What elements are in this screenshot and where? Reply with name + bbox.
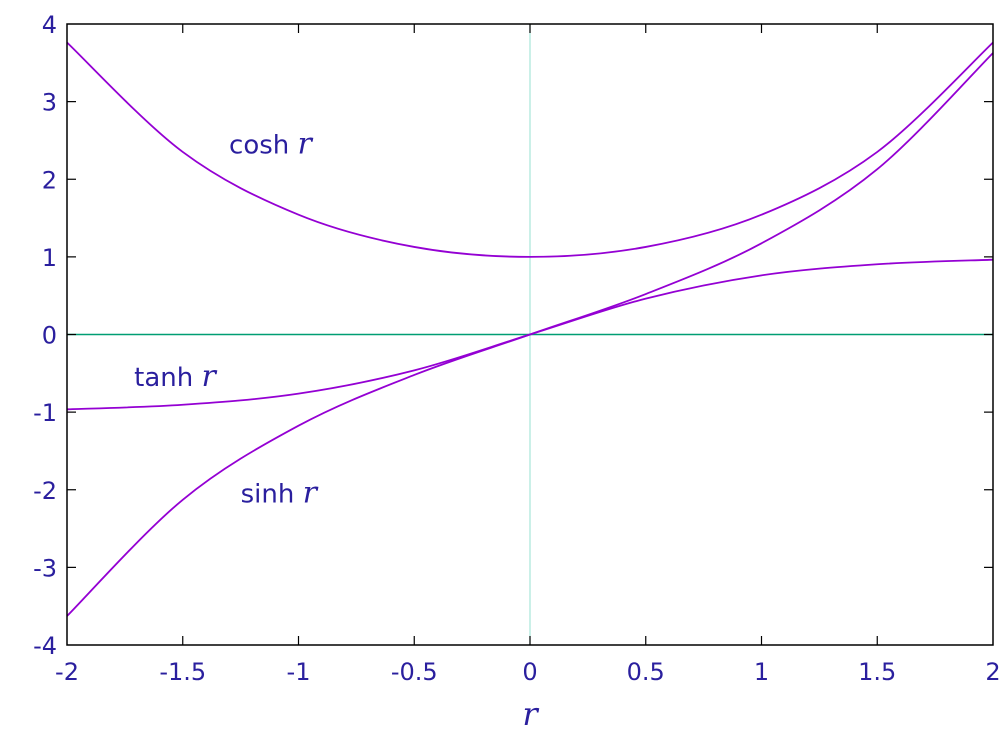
y-tick-label: -2: [33, 477, 57, 505]
y-tick-label: 4: [42, 11, 57, 39]
x-tick-label: 1.5: [858, 658, 896, 686]
y-tick-label: 1: [42, 244, 57, 272]
y-tick-label: -4: [33, 632, 57, 660]
x-tick-label: 1: [754, 658, 769, 686]
y-tick-label: -3: [33, 554, 57, 582]
x-tick-label: 2: [985, 658, 1000, 686]
series-line-cosh: [66, 41, 994, 258]
annotation-text: tanh: [134, 363, 201, 393]
x-tick-label: -1: [287, 658, 311, 686]
x-tick-label: 0: [522, 658, 537, 686]
x-axis-label: r: [522, 695, 539, 733]
y-tick-label: 0: [42, 322, 57, 350]
annotation-var: r: [298, 126, 314, 161]
curves: [66, 41, 994, 617]
annotation-tanh: tanh r: [134, 359, 217, 394]
y-tick-label: 3: [42, 89, 57, 117]
y-tick-label: -1: [33, 399, 57, 427]
axis-tick-labels: -2 -1.5 -1 -0.5 0 0.5 1 1.5 2 4 3 2 1 0 -1 -2 -3 -4: [33, 11, 1001, 686]
annotation-var: r: [201, 359, 217, 394]
series-line-tanh: [66, 258, 994, 411]
y-tick-label: 2: [42, 166, 57, 194]
x-tick-label: -2: [55, 658, 79, 686]
x-tick-label: -0.5: [391, 658, 438, 686]
x-tick-label: -1.5: [159, 658, 206, 686]
annotation-text: cosh: [229, 130, 297, 160]
annotation-var: r: [303, 476, 319, 511]
axis-ticks: [67, 24, 993, 645]
annotation-text: sinh: [241, 480, 303, 510]
annotation-cosh: cosh r: [229, 126, 313, 161]
x-tick-label: 0.5: [627, 658, 665, 686]
annotation-sinh: sinh r: [241, 476, 319, 511]
